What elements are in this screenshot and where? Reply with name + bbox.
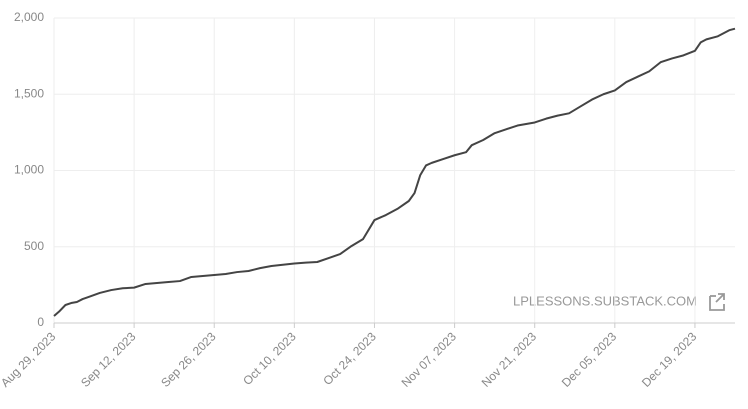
x-tick-label: Dec 05, 2023 <box>559 329 620 390</box>
y-tick-label: 1,000 <box>14 163 44 177</box>
line <box>53 27 736 317</box>
x-tick-label: Nov 07, 2023 <box>399 329 460 390</box>
x-tick-label: Dec 19, 2023 <box>639 329 700 390</box>
x-tick-label: Sep 12, 2023 <box>78 329 139 390</box>
x-tick-label: Oct 10, 2023 <box>240 329 299 388</box>
watermark: LPLESSONS.SUBSTACK.COM <box>513 293 697 308</box>
external-link-icon[interactable] <box>709 293 725 311</box>
x-tick-label: Nov 21, 2023 <box>479 329 540 390</box>
y-tick-label: 2,000 <box>14 10 44 24</box>
y-tick-label: 0 <box>37 315 44 329</box>
x-tick-label: Aug 29, 2023 <box>0 329 59 390</box>
x-tick-label: Sep 26, 2023 <box>158 329 219 390</box>
y-tick-label: 1,500 <box>14 86 44 100</box>
x-tick-label: Oct 24, 2023 <box>320 329 379 388</box>
y-tick-label: 500 <box>24 239 44 253</box>
